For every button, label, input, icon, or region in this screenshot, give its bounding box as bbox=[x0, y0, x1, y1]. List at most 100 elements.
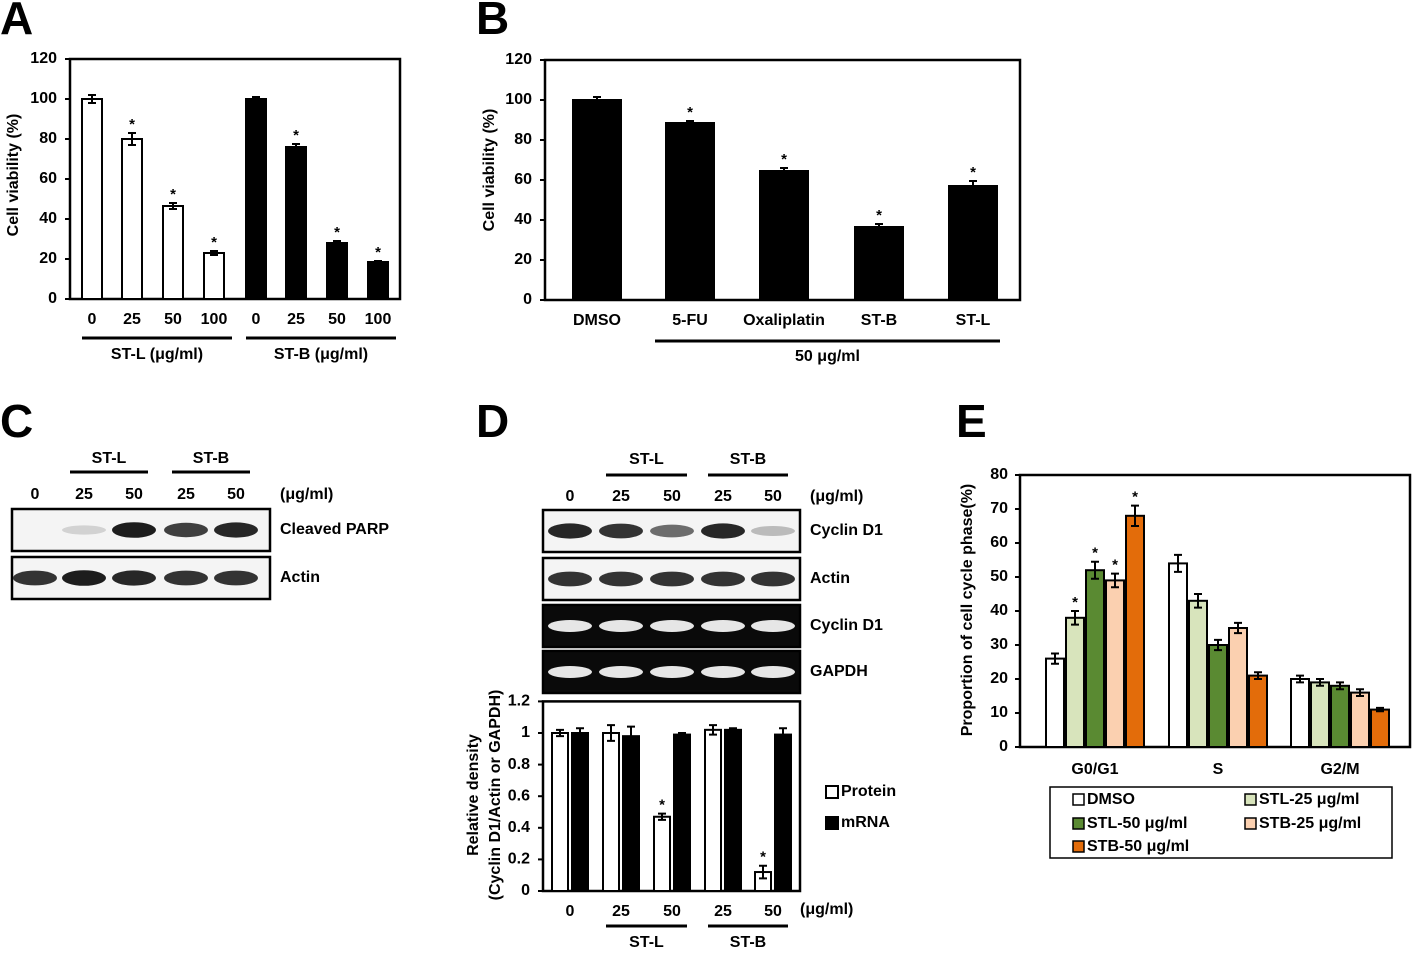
group-label: ST-B bbox=[193, 450, 229, 467]
panel-letter: D bbox=[476, 395, 509, 447]
bar bbox=[653, 815, 671, 892]
x-tick-label: 25 bbox=[123, 311, 141, 328]
band bbox=[214, 570, 258, 586]
y-tick-label: 50 bbox=[990, 568, 1008, 585]
band bbox=[701, 571, 745, 587]
lane-label: 0 bbox=[566, 488, 575, 505]
unit-label: (μg/ml) bbox=[810, 488, 863, 505]
error-bar bbox=[210, 250, 218, 256]
group-label: ST-B (μg/ml) bbox=[274, 346, 368, 363]
error-bar bbox=[1336, 681, 1344, 691]
bar bbox=[704, 728, 722, 893]
row-label: Actin bbox=[810, 570, 850, 587]
significance-marker: * bbox=[876, 207, 882, 224]
error-bar bbox=[128, 132, 136, 146]
error-bar bbox=[969, 180, 977, 192]
error-bar bbox=[658, 812, 666, 821]
bar bbox=[724, 728, 742, 893]
y-tick-label: 1 bbox=[521, 724, 530, 741]
significance-marker: * bbox=[1072, 594, 1078, 611]
legend-swatch bbox=[1072, 817, 1085, 830]
band bbox=[599, 666, 643, 678]
lane-label: 25 bbox=[75, 486, 93, 503]
y-tick-label: 80 bbox=[990, 466, 1008, 483]
bar bbox=[673, 733, 691, 893]
panel-letter: B bbox=[476, 0, 509, 44]
legend-swatch bbox=[1072, 793, 1085, 806]
error-bar bbox=[1194, 593, 1202, 609]
bar bbox=[1045, 657, 1065, 748]
x-tick-label: 50 bbox=[328, 311, 346, 328]
legend-label: DMSO bbox=[1087, 791, 1135, 808]
band bbox=[751, 571, 795, 587]
y-tick-label: 120 bbox=[30, 50, 57, 67]
error-bar bbox=[709, 724, 717, 736]
x-tick-label: 50 bbox=[663, 903, 681, 920]
x-tick-label: 100 bbox=[365, 311, 392, 328]
bar bbox=[602, 732, 620, 892]
significance-marker: * bbox=[781, 151, 787, 168]
error-bar bbox=[593, 96, 601, 104]
row-label: GAPDH bbox=[810, 663, 868, 680]
x-tick-label: 25 bbox=[714, 903, 732, 920]
x-tick-label: 0 bbox=[88, 311, 97, 328]
band bbox=[701, 523, 745, 539]
unit-label: (μg/ml) bbox=[280, 486, 333, 503]
band bbox=[751, 620, 795, 632]
group-label: 50 μg/ml bbox=[795, 348, 860, 365]
y-tick-label: 60 bbox=[990, 534, 1008, 551]
lane-label: 50 bbox=[764, 488, 782, 505]
band bbox=[112, 570, 156, 586]
error-bar bbox=[88, 94, 96, 104]
y-tick-label: 80 bbox=[39, 130, 57, 147]
band bbox=[599, 571, 643, 587]
y-tick-label: 0 bbox=[48, 290, 57, 307]
bar bbox=[1370, 708, 1390, 748]
band bbox=[548, 571, 592, 587]
y-tick-label: 0.8 bbox=[508, 756, 530, 773]
error-bar bbox=[169, 202, 177, 210]
bar bbox=[1248, 674, 1268, 748]
y-tick-label: 10 bbox=[990, 704, 1008, 721]
y-tick-label: 100 bbox=[505, 91, 532, 108]
error-bar bbox=[686, 120, 694, 126]
error-bar bbox=[1051, 652, 1059, 665]
error-bar bbox=[1111, 572, 1119, 589]
error-bar bbox=[780, 167, 788, 175]
lane-label: 50 bbox=[227, 486, 245, 503]
error-bar bbox=[607, 724, 615, 742]
bar bbox=[1188, 599, 1208, 748]
band bbox=[599, 620, 643, 632]
band bbox=[13, 570, 57, 586]
y-axis-label: Relative density bbox=[465, 734, 482, 856]
bar bbox=[81, 98, 103, 300]
band bbox=[112, 522, 156, 538]
y-tick-label: 120 bbox=[505, 51, 532, 68]
y-tick-label: 0 bbox=[523, 291, 532, 308]
legend-label: STL-25 μg/ml bbox=[1259, 791, 1359, 808]
legend-swatch bbox=[825, 785, 839, 799]
x-tick-label: 25 bbox=[287, 311, 305, 328]
legend-label: Protein bbox=[841, 783, 896, 800]
bar bbox=[551, 732, 569, 892]
x-tick-label: 0 bbox=[252, 311, 261, 328]
y-tick-label: 0.2 bbox=[508, 851, 530, 868]
x-tick-label: 50 bbox=[164, 311, 182, 328]
error-bar bbox=[1356, 688, 1364, 697]
row-label: Cyclin D1 bbox=[810, 522, 883, 539]
plot-frame bbox=[68, 57, 402, 301]
bar bbox=[162, 205, 184, 300]
bar bbox=[665, 122, 715, 301]
error-bar bbox=[1316, 678, 1324, 687]
error-bar bbox=[1254, 671, 1262, 680]
legend-swatch bbox=[825, 816, 839, 830]
bar bbox=[285, 146, 307, 300]
bar bbox=[571, 732, 589, 892]
y-tick-label: 20 bbox=[990, 670, 1008, 687]
group-label: ST-L bbox=[629, 451, 664, 468]
band bbox=[62, 525, 106, 535]
legend-label: STB-25 μg/ml bbox=[1259, 815, 1361, 832]
lane-label: 25 bbox=[612, 488, 630, 505]
x-tick-label: 0 bbox=[566, 903, 575, 920]
x-tick-label: DMSO bbox=[573, 312, 621, 329]
